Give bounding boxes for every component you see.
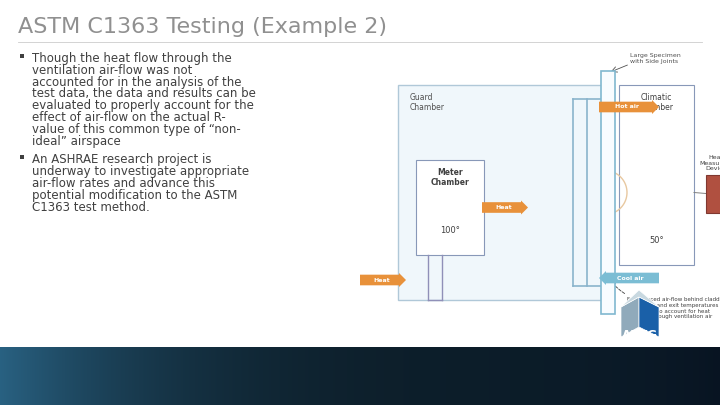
Text: test data, the data and results can be: test data, the data and results can be	[32, 87, 256, 100]
Text: ventilation air-flow was not: ventilation air-flow was not	[32, 64, 192, 77]
Bar	[619, 85, 694, 265]
Text: underway to investigate appropriate: underway to investigate appropriate	[32, 165, 249, 178]
Text: Heat
Measuring
Device: Heat Measuring Device	[700, 155, 720, 171]
Polygon shape	[621, 290, 659, 307]
Text: ABTG: ABTG	[622, 329, 658, 342]
Text: ideal” airspace: ideal” airspace	[32, 134, 121, 147]
Polygon shape	[621, 297, 639, 337]
Text: 50°: 50°	[649, 236, 664, 245]
Polygon shape	[360, 273, 406, 287]
Text: Fan induced air-flow behind cladding
with entry and exit temperatures
monitored : Fan induced air-flow behind cladding wit…	[627, 297, 720, 320]
Text: Climatic
Chamber: Climatic Chamber	[639, 93, 674, 113]
Text: value of this common type of “non-: value of this common type of “non-	[32, 123, 240, 136]
Polygon shape	[482, 200, 528, 215]
Bar	[398, 85, 613, 300]
Text: Cool air: Cool air	[618, 275, 644, 281]
Text: Meter
Chamber: Meter Chamber	[431, 168, 469, 188]
Text: C1363 test method.: C1363 test method.	[32, 200, 150, 213]
Text: Heat: Heat	[495, 205, 512, 210]
Text: An ASHRAE research project is: An ASHRAE research project is	[32, 153, 212, 166]
Text: Though the heat flow through the: Though the heat flow through the	[32, 52, 232, 65]
Bar	[601, 71, 615, 314]
Text: Guard
Chamber: Guard Chamber	[410, 93, 445, 113]
Bar	[706, 175, 720, 213]
Polygon shape	[599, 100, 659, 114]
Text: Hot air: Hot air	[616, 104, 639, 109]
Text: potential modification to the ASTM: potential modification to the ASTM	[32, 189, 238, 202]
Text: accounted for in the analysis of the: accounted for in the analysis of the	[32, 76, 241, 89]
Text: air-flow rates and advance this: air-flow rates and advance this	[32, 177, 215, 190]
Polygon shape	[599, 271, 659, 285]
Bar	[416, 160, 484, 255]
Text: effect of air-flow on the actual R-: effect of air-flow on the actual R-	[32, 111, 226, 124]
Polygon shape	[639, 297, 659, 337]
Text: evaluated to properly account for the: evaluated to properly account for the	[32, 99, 254, 112]
Text: Large Specimen
with Side Joints: Large Specimen with Side Joints	[630, 53, 680, 64]
Text: Heat: Heat	[373, 277, 390, 283]
Text: 100°: 100°	[440, 226, 460, 235]
Text: ASTM C1363 Testing (Example 2): ASTM C1363 Testing (Example 2)	[18, 17, 387, 37]
